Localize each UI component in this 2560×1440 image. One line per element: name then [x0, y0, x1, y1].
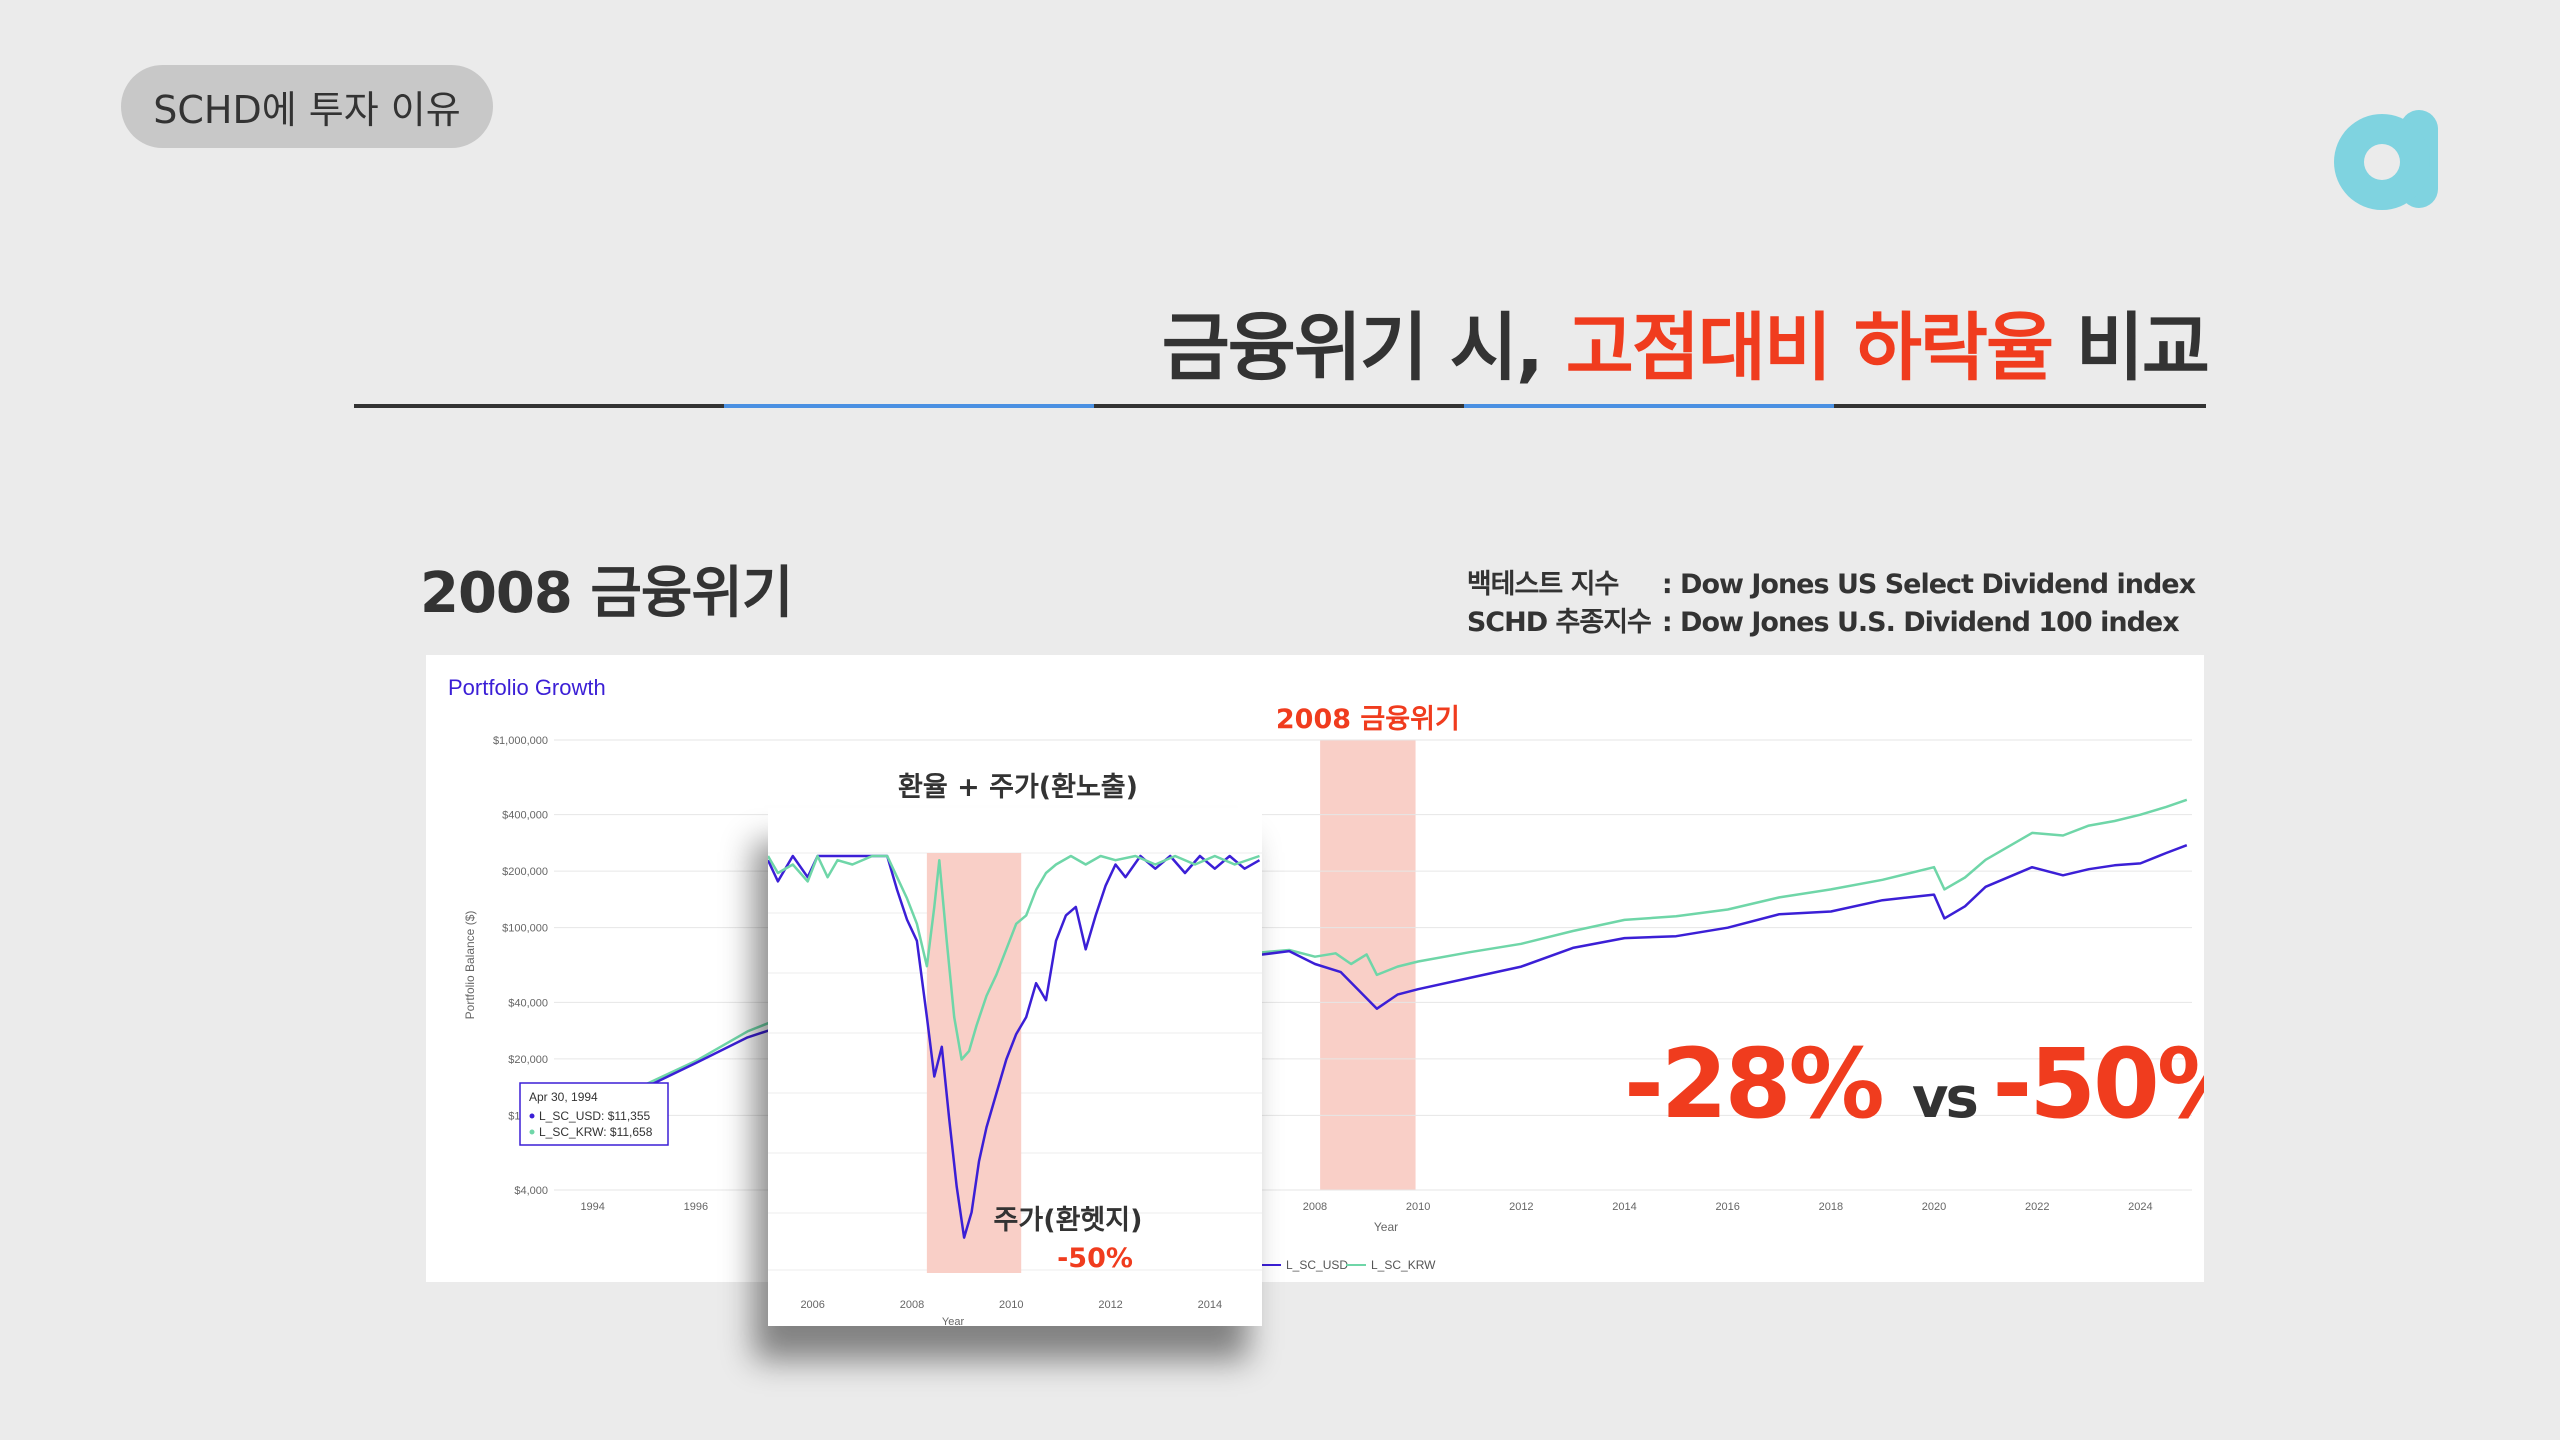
y-axis-label: Portfolio Balance ($) — [463, 911, 477, 1020]
inset-x-tick-label: 2008 — [900, 1299, 924, 1311]
chart-background — [426, 655, 2204, 1282]
tooltip-krw-dot — [529, 1129, 535, 1135]
inset-x-axis-label: Year — [942, 1316, 965, 1326]
inset-series-line-l-sc-krw — [768, 854, 1260, 1061]
tooltip-usd: L_SC_USD: $11,355 — [539, 1109, 651, 1123]
tooltip-box — [519, 1082, 669, 1146]
inset-x-tick-label: 2006 — [800, 1299, 824, 1311]
x-tick-label: 1994 — [580, 1201, 604, 1213]
index-info: 백테스트 지수 : Dow Jones US Select Dividend i… — [1466, 566, 2196, 642]
x-tick-label: 2010 — [1406, 1201, 1430, 1213]
page-title: 금융위기 시, 고점대비 하락율 비교 — [1161, 288, 2210, 395]
title-divider — [354, 404, 2206, 408]
x-tick-label: 2020 — [1922, 1201, 1946, 1213]
x-tick-label: 2012 — [1509, 1201, 1533, 1213]
inset-panel: 2006 2008 2010 2012 2014 Year 주가(환헷지) -50% — [768, 808, 1262, 1326]
index-row-value: : Dow Jones US Select Dividend index — [1661, 569, 2196, 600]
y-tick-label: $1,000,000 — [493, 735, 548, 747]
legend-krw-label: L_SC_KRW — [1371, 1258, 1436, 1272]
x-tick-label: 2008 — [1303, 1201, 1327, 1213]
hover-tooltip: Apr 30, 1994 L_SC_USD: $11,355 L_SC_KRW: $… — [519, 1082, 669, 1146]
x-tick-label: 2014 — [1612, 1201, 1636, 1213]
y-tick-label: $20,000 — [508, 1054, 548, 1066]
y-tick-label: $400,000 — [502, 810, 548, 822]
tooltip-krw: L_SC_KRW: $11,658 — [539, 1125, 653, 1139]
crisis-zoom-chart: 2006 2008 2010 2012 2014 Year 주가(환헷지) -50% — [768, 808, 1262, 1326]
x-tick-label: 1996 — [684, 1201, 708, 1213]
inset-bottom-value: -50% — [1057, 1243, 1133, 1274]
y-tick-label: $40,000 — [508, 997, 548, 1009]
title-part-1: 금융위기 시, — [1161, 305, 1566, 391]
index-row-schd: SCHD 추종지수 : Dow Jones U.S. Dividend 100 … — [1467, 604, 2195, 642]
annotation-vs: vs — [1912, 1066, 1992, 1131]
tooltip-usd-dot — [529, 1113, 535, 1119]
inset-x-tick-label: 2010 — [999, 1299, 1023, 1311]
annotation-left: -28% — [1624, 1028, 1912, 1140]
comparison-annotation: -28% vs -50% — [1624, 1028, 2204, 1140]
x-tick-label: 2016 — [1715, 1201, 1739, 1213]
inset-x-tick-label: 2014 — [1198, 1299, 1222, 1311]
title-part-2: 비교 — [2052, 305, 2210, 391]
index-row-backtest: 백테스트 지수 : Dow Jones US Select Dividend i… — [1466, 566, 2196, 604]
x-axis-label: Year — [1374, 1220, 1398, 1234]
tooltip-date: Apr 30, 1994 — [529, 1090, 598, 1104]
index-row-label: 백테스트 지수 — [1466, 569, 1619, 600]
index-row-label: SCHD 추종지수 — [1466, 607, 1652, 638]
letter-a-logo-icon — [2334, 110, 2438, 210]
inset-x-tick-label: 2012 — [1098, 1299, 1122, 1311]
x-tick-label: 2022 — [2025, 1201, 2049, 1213]
chart-title: Portfolio Growth — [448, 675, 606, 700]
y-tick-label: $200,000 — [502, 866, 548, 878]
title-highlight: 고점대비 하락율 — [1565, 305, 2054, 391]
x-tick-label: 2024 — [2128, 1201, 2152, 1213]
crisis-band-label: 2008 금융위기 — [1276, 704, 1460, 735]
y-tick-label: $100,000 — [502, 923, 548, 935]
portfolio-growth-chart: Portfolio Growth 2008 금융위기 $1,000,000 $400,… — [426, 655, 2204, 1282]
section-subtitle: 2008 금융위기 — [420, 561, 793, 626]
section-tag: SCHD에 투자 이유 — [121, 65, 493, 148]
x-tick-label: 2018 — [1819, 1201, 1843, 1213]
inset-bottom-label: 주가(환헷지) — [994, 1205, 1143, 1236]
legend-usd-label: L_SC_USD — [1286, 1258, 1348, 1272]
index-row-value: : Dow Jones U.S. Dividend 100 index — [1661, 607, 2180, 638]
inset-top-label: 환율 + 주가(환노출) — [898, 772, 1138, 803]
y-tick-label: $4,000 — [514, 1185, 548, 1197]
annotation-right: -50% — [1992, 1028, 2204, 1140]
